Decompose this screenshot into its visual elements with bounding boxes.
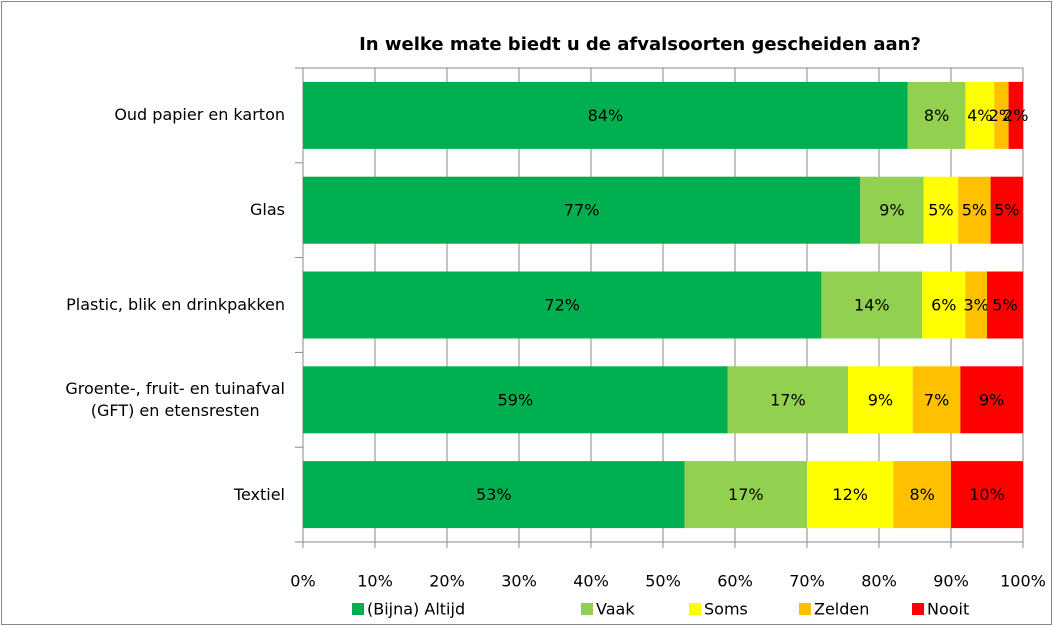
x-tick-label: 50% (645, 572, 681, 591)
data-label: 72% (544, 296, 580, 315)
bar-segment (965, 81, 995, 149)
y-tick-label: Plastic, blik en drinkpakken (66, 295, 285, 314)
x-tick-label: 80% (861, 572, 897, 591)
y-tick-label: Textiel (233, 484, 285, 504)
legend-swatch (799, 603, 811, 615)
data-label: 6% (931, 296, 956, 315)
data-label: 9% (979, 390, 1004, 409)
x-tick-label: 40% (573, 572, 609, 591)
legend-swatch (912, 603, 924, 615)
data-label: 5% (994, 201, 1019, 220)
chart-title: In welke mate biedt u de afvalsoorten ge… (359, 34, 921, 55)
bar-segment (907, 81, 966, 149)
data-label: 3% (964, 296, 989, 315)
data-label: 10% (969, 485, 1005, 504)
bar-segment (990, 176, 1023, 244)
bar-segment (727, 366, 849, 434)
data-label: 14% (854, 296, 890, 315)
bar-segment (958, 176, 991, 244)
x-tick-label: 20% (429, 572, 465, 591)
data-label: 84% (588, 106, 624, 125)
data-label: 5% (962, 201, 987, 220)
legend-label: Nooit (927, 600, 969, 619)
data-label: 77% (564, 201, 600, 220)
bar-segment (987, 271, 1023, 339)
bar-segment (893, 461, 951, 529)
bar-segment (994, 81, 1009, 149)
bar-segment (922, 271, 966, 339)
legend-label: Soms (704, 600, 748, 619)
y-tick-label: Groente-, fruit- en tuinafval (GFT) en e… (65, 378, 285, 420)
data-label: 17% (770, 390, 806, 409)
data-label: 53% (476, 485, 512, 504)
legend-swatch (689, 603, 701, 615)
data-label: 59% (498, 390, 534, 409)
data-label: 8% (924, 106, 949, 125)
bar-segment (860, 176, 924, 244)
data-label: 5% (992, 296, 1017, 315)
bar-segment (951, 461, 1023, 529)
x-tick-label: 0% (290, 572, 315, 591)
x-tick-label: 90% (933, 572, 969, 591)
legend-swatch (581, 603, 593, 615)
data-label: 2% (989, 106, 1014, 125)
data-label: 2% (1003, 106, 1028, 125)
bar-segment (303, 366, 728, 434)
bar-segment (807, 461, 894, 529)
bar-segment (960, 366, 1023, 434)
y-tick-label: Oud papier en karton (114, 105, 285, 125)
bar-segment (303, 271, 822, 339)
y-tick-label: Glas (250, 200, 285, 220)
bar-segment (912, 366, 961, 434)
x-tick-label: 60% (717, 572, 753, 591)
data-label: 4% (967, 106, 992, 125)
x-tick-label: 100% (1000, 572, 1046, 591)
bar-segment (1008, 81, 1023, 149)
bar-segment (923, 176, 959, 244)
bar-segment (303, 81, 908, 149)
data-label: 7% (924, 390, 949, 409)
data-label: 8% (910, 485, 935, 504)
bar-segment (303, 461, 685, 529)
x-tick-label: 70% (789, 572, 825, 591)
data-label: 9% (879, 201, 904, 220)
x-tick-label: 30% (501, 572, 537, 591)
bar-segment (848, 366, 913, 434)
bar-segment (965, 271, 987, 339)
legend-label: Zelden (814, 600, 869, 619)
data-label: 9% (868, 390, 893, 409)
data-label: 5% (928, 201, 953, 220)
x-tick-label: 10% (357, 572, 393, 591)
legend-swatch (352, 603, 364, 615)
bar-segment (821, 271, 923, 339)
legend-label: Vaak (596, 600, 635, 619)
data-label: 17% (728, 485, 764, 504)
data-label: 12% (832, 485, 868, 504)
legend-label: (Bijna) Altijd (367, 600, 465, 619)
bar-segment (684, 461, 807, 529)
bar-segment (303, 176, 861, 244)
